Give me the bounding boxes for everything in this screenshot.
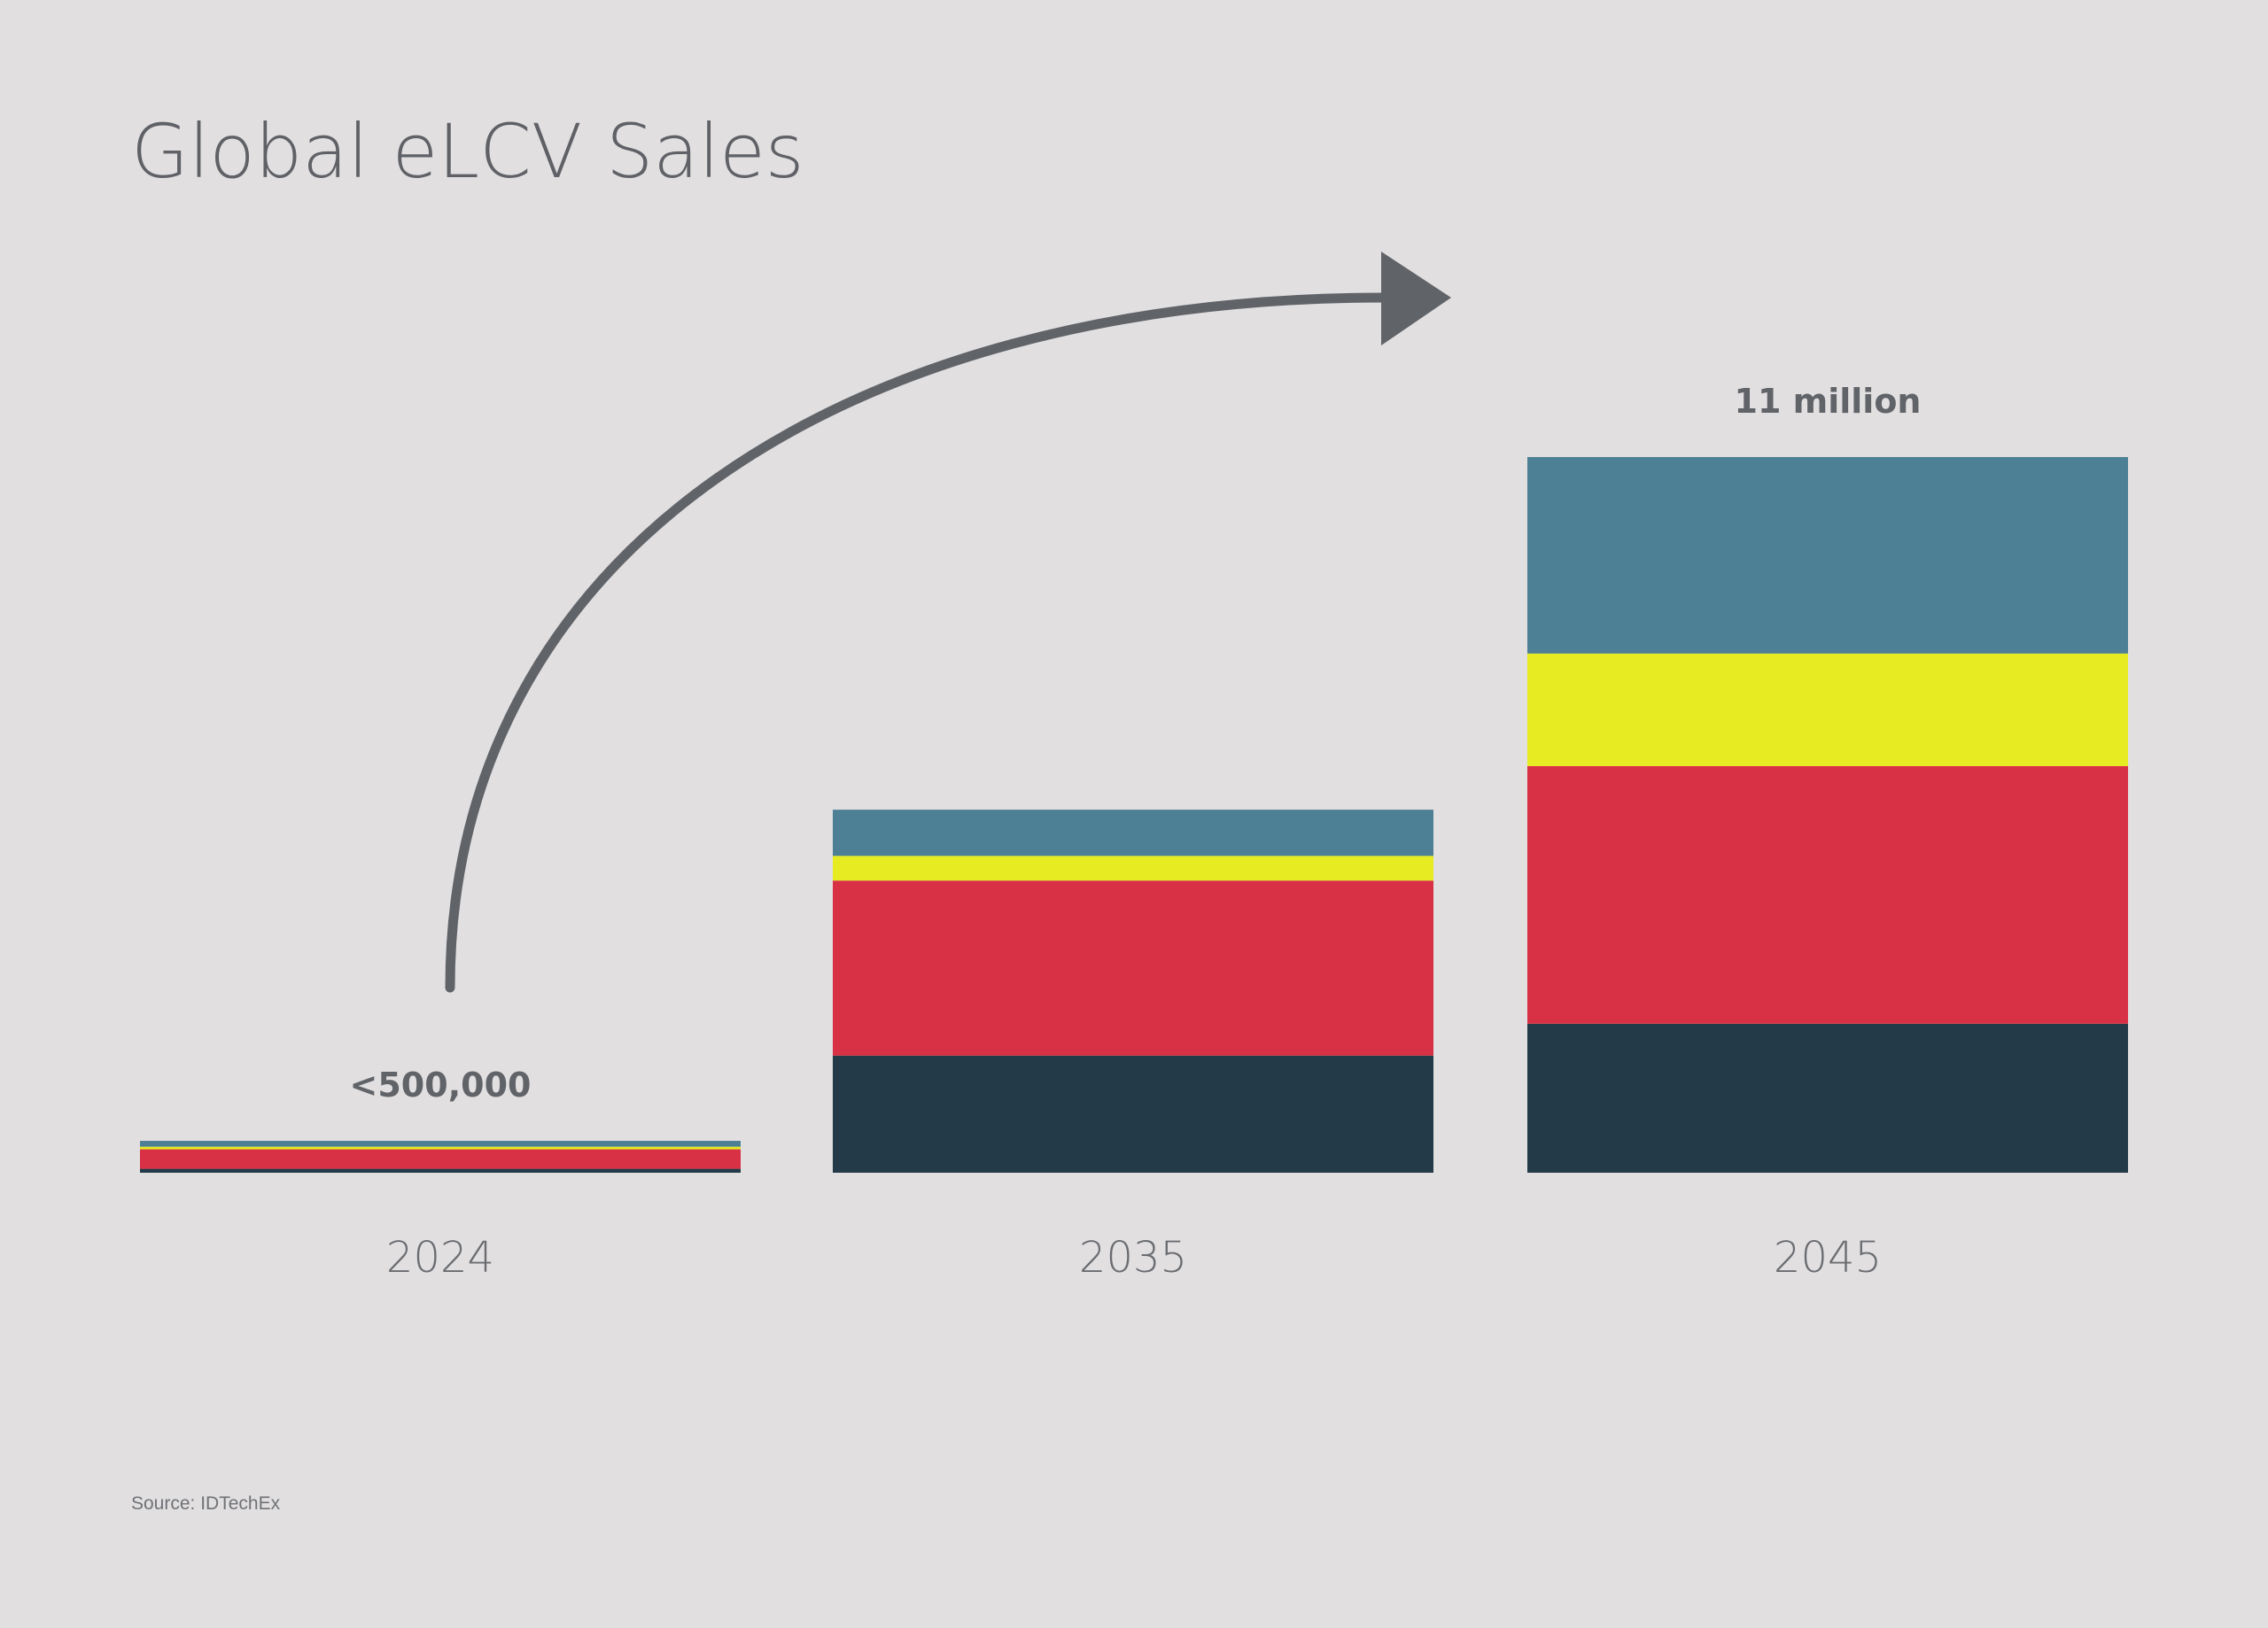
bar-2045-segment-4 (1527, 457, 2128, 654)
bar-2035-segment-2 (833, 880, 1433, 1056)
bar-2024-segment-3 (140, 1146, 741, 1150)
bars (140, 457, 2128, 1173)
x-tick-label: 2024 (386, 1233, 494, 1283)
x-tick-label: 2035 (1079, 1233, 1187, 1283)
chart-title: Global eLCV Sales (131, 108, 804, 195)
bar-2045-segment-1 (1527, 1023, 2128, 1173)
bar-2024-segment-1 (140, 1168, 741, 1173)
total-data-label: 11 million (1735, 382, 1922, 421)
bar-2035-segment-4 (833, 810, 1433, 857)
growth-arrow-head-icon (1381, 252, 1451, 345)
bar-2035-segment-3 (833, 856, 1433, 881)
bar-2045-segment-3 (1527, 653, 2128, 766)
bar-2035-segment-1 (833, 1055, 1433, 1173)
source-note: Source: IDTechEx (131, 1493, 281, 1514)
x-tick-label: 2045 (1774, 1233, 1882, 1283)
bar-2045-segment-2 (1527, 765, 2128, 1024)
bar-2024-segment-2 (140, 1149, 741, 1169)
total-data-label: <500,000 (350, 1066, 532, 1105)
bar-2024-segment-4 (140, 1141, 741, 1147)
growth-arrow-curve (445, 292, 1389, 993)
labels: 2024 <500,000 2035 2045 11 million (350, 382, 1922, 1283)
